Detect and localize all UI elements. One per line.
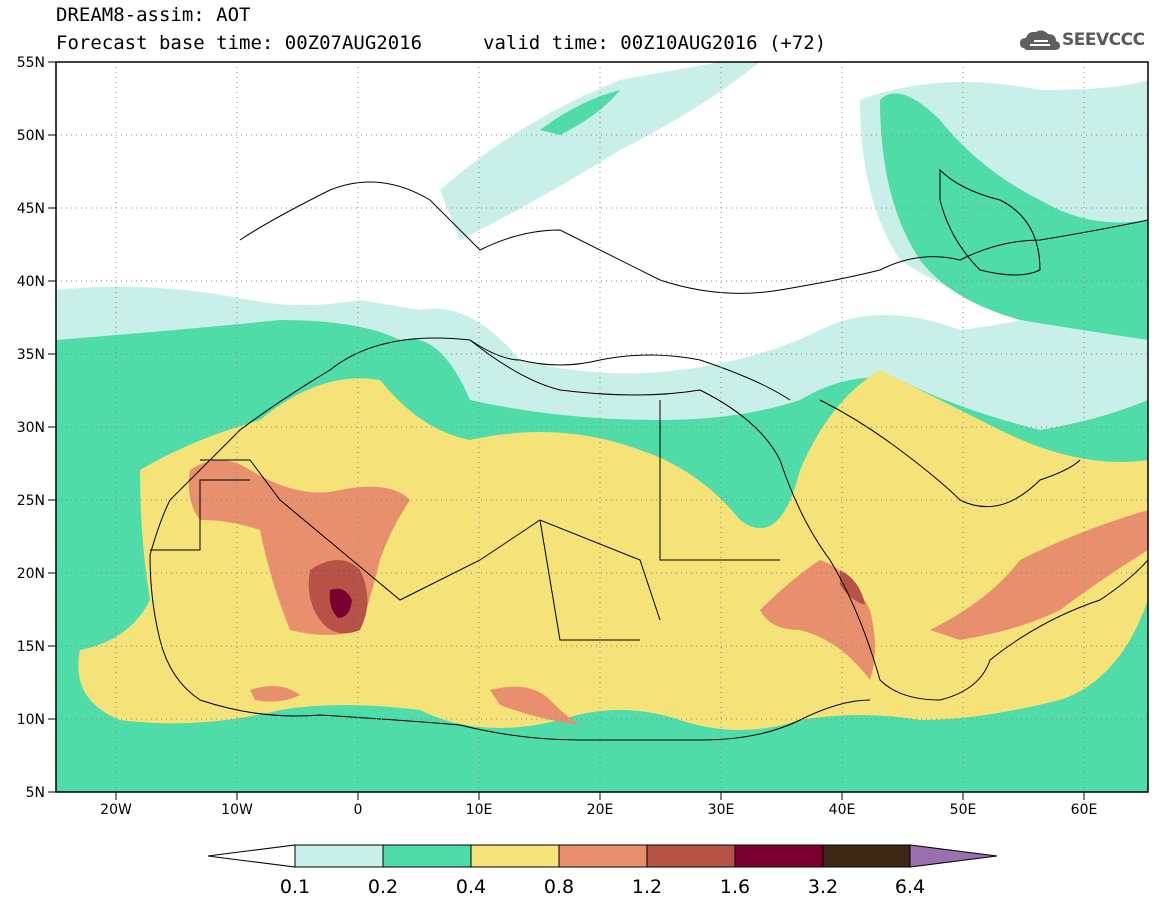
- lon-label: 20E: [587, 802, 614, 818]
- aot-contour-1.2-east: [840, 570, 865, 605]
- tick-marks: [48, 61, 1085, 800]
- aot-contour-0.8-oman: [930, 510, 1148, 640]
- lat-label: 50N: [17, 128, 45, 144]
- lat-label: 45N: [17, 201, 45, 217]
- lat-label: 10N: [17, 712, 45, 728]
- map-title: DREAM8-assim: AOT: [56, 4, 251, 26]
- lat-label: 20N: [17, 566, 45, 582]
- logo-text: SEEVCCC: [1062, 30, 1145, 50]
- lon-label: 10E: [466, 802, 493, 818]
- colorbar-tick-label: 1.6: [720, 876, 750, 898]
- colorbar: [207, 844, 998, 868]
- aot-contour-0.2-north: [540, 90, 620, 135]
- longitude-labels: 20W 10W 0 10E 20E 30E 40E 50E 60E: [100, 802, 1097, 818]
- lon-label: 10W: [221, 802, 253, 818]
- colorbar-tick-label: 0.4: [456, 876, 486, 898]
- lon-label: 60E: [1071, 802, 1098, 818]
- lat-label: 5N: [26, 785, 45, 801]
- colorbar-bin: [382, 844, 472, 868]
- lon-label: 20W: [100, 802, 132, 818]
- lat-label: 30N: [17, 420, 45, 436]
- colorbar-bin: [646, 844, 736, 868]
- aot-contour-0.8-sw: [250, 686, 300, 702]
- lat-label: 55N: [17, 55, 45, 71]
- lat-label: 25N: [17, 493, 45, 509]
- cloud-logo-icon: [1020, 30, 1060, 50]
- aot-contour-0.2-caspian: [880, 93, 1148, 340]
- coastlines: [149, 168, 1148, 741]
- lat-label: 40N: [17, 274, 45, 290]
- lat-label: 35N: [17, 347, 45, 363]
- graticule: [56, 62, 1148, 792]
- aot-contour-0.8-south: [490, 686, 580, 725]
- aot-contour-1.6: [329, 588, 352, 618]
- aot-contour-0.4: [78, 370, 1148, 730]
- colorbar-tick-label: 1.2: [632, 876, 662, 898]
- lat-label: 15N: [17, 639, 45, 655]
- colorbar-bin: [294, 844, 384, 868]
- latitude-labels: 55N 50N 45N 40N 35N 30N 25N 20N 15N 10N …: [17, 55, 45, 801]
- colorbar-tick-label: 0.2: [368, 876, 398, 898]
- lon-label: 40E: [829, 802, 856, 818]
- colorbar-under-arrow: [207, 844, 296, 868]
- base-time-label: Forecast base time: 00Z07AUG2016: [56, 32, 423, 54]
- lon-label: 30E: [708, 802, 735, 818]
- lon-label: 50E: [950, 802, 977, 818]
- colorbar-labels: 0.1 0.2 0.4 0.8 1.2 1.6 3.2 6.4: [280, 876, 925, 898]
- colorbar-bin: [822, 844, 911, 868]
- aot-contour-0.1-north: [440, 62, 760, 240]
- valid-time-label: valid time: 00Z10AUG2016 (+72): [483, 32, 827, 54]
- colorbar-bin: [470, 844, 560, 868]
- colorbar-bin: [558, 844, 648, 868]
- colorbar-tick-label: 0.1: [280, 876, 310, 898]
- colorbar-tick-label: 3.2: [808, 876, 838, 898]
- colorbar-over-arrow: [909, 844, 998, 868]
- colorbar-tick-label: 6.4: [895, 876, 925, 898]
- colorbar-tick-label: 0.8: [544, 876, 574, 898]
- colorbar-bin: [734, 844, 824, 868]
- lon-label: 0: [354, 802, 363, 818]
